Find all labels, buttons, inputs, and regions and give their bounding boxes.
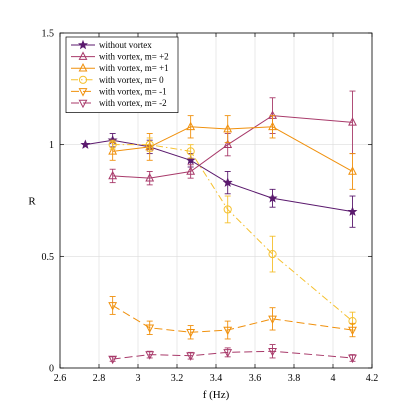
legend-marker [78, 88, 88, 97]
y-tick-label: 0.5 [42, 252, 55, 263]
data-point [268, 250, 277, 259]
legend-marker [78, 75, 88, 84]
x-axis-label: f (Hz) [203, 389, 230, 401]
y-tick-label: 1.5 [42, 29, 55, 40]
data-point [223, 326, 233, 336]
legend-label: with vortex, m= 0 [99, 75, 164, 85]
data-point [222, 177, 233, 187]
data-point [108, 146, 118, 155]
x-tick-label: 2.8 [93, 373, 106, 384]
legend-label: with vortex, m= -2 [99, 98, 167, 108]
y-axis-label: R [28, 196, 36, 208]
data-point [348, 166, 357, 175]
data-point [348, 117, 357, 126]
data-point [108, 170, 118, 180]
series-line [112, 350, 353, 360]
data-point [108, 355, 118, 365]
legend-marker [78, 99, 88, 109]
legend-item-3: with vortex, m= 0 [71, 75, 164, 85]
x-tick-label: 4.2 [366, 373, 379, 384]
data-point [268, 347, 277, 357]
series-line [112, 115, 353, 179]
y-tick-label: 0 [49, 364, 54, 375]
x-tick-label: 3.8 [288, 373, 301, 384]
legend-item-0: without vortex [71, 39, 152, 50]
legend-marker [78, 63, 88, 72]
data-point [186, 147, 195, 156]
x-tick-label: 4 [331, 373, 336, 384]
series-layer [80, 90, 358, 365]
series-4 [108, 296, 357, 340]
series-3 [108, 137, 357, 331]
legend-item-5: with vortex, m= -2 [71, 98, 167, 109]
data-point [186, 121, 196, 131]
y-tick-label: 1 [49, 140, 54, 151]
data-point [145, 172, 155, 182]
legend-label: without vortex [99, 40, 152, 50]
x-tick-label: 3 [136, 373, 141, 384]
series-2 [108, 115, 357, 190]
data-point [186, 328, 196, 338]
legend-item-2: with vortex, m= +1 [71, 63, 169, 73]
series-1 [108, 90, 357, 186]
data-point [348, 354, 357, 364]
x-tick-label: 2.6 [54, 373, 67, 384]
legend-label: with vortex, m= -1 [99, 86, 167, 96]
data-point [145, 351, 155, 360]
data-point [268, 315, 277, 325]
data-point [108, 302, 118, 311]
legend-marker [78, 39, 88, 50]
tick-layer: 2.6 2.8 3 3.2 3.4 3.6 3.8 4 4.2 0 0.5 1 1.5 [42, 29, 379, 385]
data-point [186, 166, 196, 175]
data-point [223, 205, 232, 214]
data-point [108, 140, 117, 149]
legend-item-4: with vortex, m= -1 [71, 86, 167, 97]
data-point [223, 123, 233, 133]
legend-item-1: with vortex, m= +2 [71, 51, 169, 62]
data-point [186, 352, 196, 361]
series-line [112, 305, 353, 333]
data-point [223, 139, 233, 148]
data-point [145, 140, 154, 149]
data-point [223, 349, 233, 358]
data-point [80, 139, 91, 149]
x-tick-label: 3.4 [210, 373, 223, 384]
legend-label: with vortex, m= +1 [99, 63, 169, 73]
data-point [267, 193, 278, 203]
series-line [112, 144, 353, 322]
series-line [112, 126, 353, 172]
series-5 [108, 344, 357, 365]
data-point [347, 206, 358, 216]
legend-label: with vortex, m= +2 [99, 52, 169, 62]
x-tick-label: 3.2 [171, 373, 184, 384]
data-point [268, 121, 277, 131]
data-point [185, 155, 196, 165]
legend-marker [78, 51, 88, 60]
data-point [145, 324, 155, 333]
x-tick-label: 3.6 [249, 373, 262, 384]
data-point [348, 326, 357, 336]
